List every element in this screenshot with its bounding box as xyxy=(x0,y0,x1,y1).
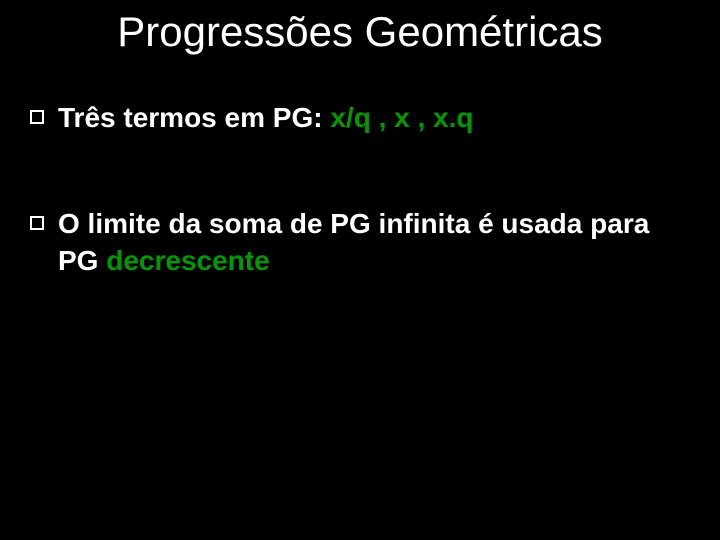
slide-title: Progressões Geométricas xyxy=(0,8,720,56)
bullet-list: Três termos em PG: x/q , x , x.q O limit… xyxy=(30,100,690,349)
bullet-accent-text: x/q , x , x.q xyxy=(323,102,474,133)
bullet-text: O limite da soma de PG infinita é usada … xyxy=(58,206,690,279)
bullet-accent-text: decrescente xyxy=(106,245,269,276)
bullet-plain-text: Três termos em PG: xyxy=(58,102,323,133)
slide: Progressões Geométricas Três termos em P… xyxy=(0,0,720,540)
bullet-marker-icon xyxy=(30,110,44,124)
bullet-item: O limite da soma de PG infinita é usada … xyxy=(30,206,690,279)
bullet-item: Três termos em PG: x/q , x , x.q xyxy=(30,100,690,136)
bullet-text: Três termos em PG: x/q , x , x.q xyxy=(58,100,474,136)
bullet-marker-icon xyxy=(30,216,44,230)
